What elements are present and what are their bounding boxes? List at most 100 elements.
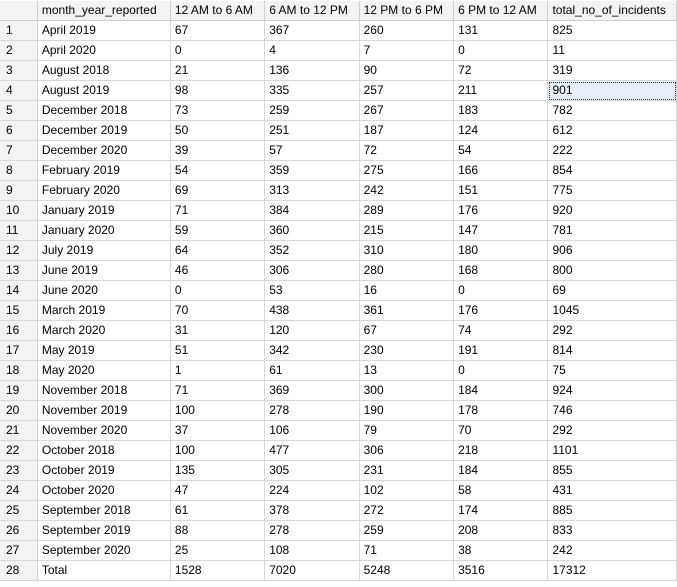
table-cell[interactable]: 131 (453, 20, 549, 41)
table-cell[interactable]: 781 (547, 220, 677, 241)
selected-cell[interactable]: 901 (547, 80, 677, 101)
table-cell[interactable]: 3516 (453, 560, 549, 581)
table-cell[interactable]: 108 (264, 540, 360, 561)
table-cell[interactable]: 833 (547, 520, 677, 541)
row-number[interactable]: 18 (0, 360, 38, 381)
table-cell[interactable]: December 2019 (37, 120, 171, 141)
table-cell[interactable]: 612 (547, 120, 677, 141)
table-cell[interactable]: 58 (453, 480, 549, 501)
table-cell[interactable]: 242 (547, 540, 677, 561)
table-cell[interactable]: 477 (264, 440, 360, 461)
corner-cell[interactable] (0, 1, 38, 21)
table-cell[interactable]: 222 (547, 140, 677, 161)
table-cell[interactable]: 47 (170, 480, 266, 501)
table-cell[interactable]: 57 (264, 140, 360, 161)
row-number[interactable]: 28 (0, 560, 38, 581)
table-cell[interactable]: 0 (170, 40, 266, 61)
table-cell[interactable]: 79 (359, 420, 455, 441)
row-number[interactable]: 10 (0, 200, 38, 221)
table-row[interactable]: 24 October 2020 47 224 102 58 431 (0, 480, 677, 501)
table-cell[interactable]: 215 (359, 220, 455, 241)
row-number[interactable]: 22 (0, 440, 38, 461)
table-cell[interactable]: 242 (359, 180, 455, 201)
table-cell[interactable]: 7 (359, 40, 455, 61)
table-cell[interactable]: April 2020 (37, 40, 171, 61)
table-cell[interactable]: December 2020 (37, 140, 171, 161)
column-header-total-no-of-incidents[interactable]: total_no_of_incidents (547, 1, 677, 21)
table-cell[interactable]: 438 (264, 300, 360, 321)
table-row[interactable]: 15 March 2019 70 438 361 176 1045 (0, 300, 677, 321)
table-cell[interactable]: 37 (170, 420, 266, 441)
table-cell[interactable]: 292 (547, 320, 677, 341)
table-cell[interactable]: 259 (264, 100, 360, 121)
table-cell[interactable]: 98 (170, 80, 266, 101)
table-row[interactable]: 26 September 2019 88 278 259 208 833 (0, 520, 677, 541)
table-cell[interactable]: 4 (264, 40, 360, 61)
table-cell[interactable]: 885 (547, 500, 677, 521)
row-number[interactable]: 3 (0, 60, 38, 81)
table-row[interactable]: 5 December 2018 73 259 267 183 782 (0, 100, 677, 121)
table-cell[interactable]: 431 (547, 480, 677, 501)
table-cell[interactable]: 73 (170, 100, 266, 121)
table-cell[interactable]: 906 (547, 240, 677, 261)
table-cell[interactable]: 342 (264, 340, 360, 361)
row-number[interactable]: 9 (0, 180, 38, 201)
table-cell[interactable]: 319 (547, 60, 677, 81)
table-cell[interactable]: April 2019 (37, 20, 171, 41)
table-cell[interactable]: 13 (359, 360, 455, 381)
table-cell[interactable]: 272 (359, 500, 455, 521)
row-number[interactable]: 14 (0, 280, 38, 301)
column-header-12pm-to-6pm[interactable]: 12 PM to 6 PM (359, 1, 455, 21)
table-cell[interactable]: 46 (170, 260, 266, 281)
row-number[interactable]: 19 (0, 380, 38, 401)
table-cell[interactable]: 191 (453, 340, 549, 361)
table-row[interactable]: 21 November 2020 37 106 79 70 292 (0, 420, 677, 441)
table-cell[interactable]: 70 (170, 300, 266, 321)
table-cell[interactable]: 124 (453, 120, 549, 141)
table-cell[interactable]: 71 (170, 380, 266, 401)
table-cell[interactable]: 259 (359, 520, 455, 541)
table-cell[interactable]: 224 (264, 480, 360, 501)
row-number[interactable]: 23 (0, 460, 38, 481)
table-cell[interactable]: 54 (453, 140, 549, 161)
table-cell[interactable]: February 2019 (37, 160, 171, 181)
row-number[interactable]: 15 (0, 300, 38, 321)
table-cell[interactable]: 51 (170, 340, 266, 361)
table-cell[interactable]: 305 (264, 460, 360, 481)
table-cell[interactable]: 1528 (170, 560, 266, 581)
table-cell[interactable]: 267 (359, 100, 455, 121)
table-cell[interactable]: 211 (453, 80, 549, 101)
table-cell[interactable]: November 2018 (37, 380, 171, 401)
table-row[interactable]: 13 June 2019 46 306 280 168 800 (0, 260, 677, 281)
table-cell[interactable]: 280 (359, 260, 455, 281)
table-cell[interactable]: March 2019 (37, 300, 171, 321)
table-row[interactable]: 18 May 2020 1 61 13 0 75 (0, 360, 677, 381)
table-cell[interactable]: 369 (264, 380, 360, 401)
table-cell[interactable]: December 2018 (37, 100, 171, 121)
row-number[interactable]: 11 (0, 220, 38, 241)
table-cell[interactable]: 231 (359, 460, 455, 481)
table-cell[interactable]: 136 (264, 60, 360, 81)
table-cell[interactable]: September 2019 (37, 520, 171, 541)
table-cell[interactable]: 1101 (547, 440, 677, 461)
table-cell[interactable]: 100 (170, 440, 266, 461)
table-cell[interactable]: 74 (453, 320, 549, 341)
table-cell[interactable]: October 2020 (37, 480, 171, 501)
table-cell[interactable]: 16 (359, 280, 455, 301)
table-row[interactable]: 27 September 2020 25 108 71 38 242 (0, 540, 677, 561)
table-cell[interactable]: August 2019 (37, 80, 171, 101)
row-number[interactable]: 7 (0, 140, 38, 161)
table-cell[interactable]: 120 (264, 320, 360, 341)
table-cell[interactable]: 230 (359, 340, 455, 361)
table-cell[interactable]: September 2020 (37, 540, 171, 561)
table-cell[interactable]: 924 (547, 380, 677, 401)
table-cell[interactable]: 359 (264, 160, 360, 181)
table-cell[interactable]: 61 (264, 360, 360, 381)
table-row[interactable]: 17 May 2019 51 342 230 191 814 (0, 340, 677, 361)
table-cell[interactable]: 178 (453, 400, 549, 421)
table-cell[interactable]: 11 (547, 40, 677, 61)
table-cell[interactable]: 306 (264, 260, 360, 281)
table-cell[interactable]: 183 (453, 100, 549, 121)
row-number[interactable]: 5 (0, 100, 38, 121)
table-cell[interactable]: 17312 (547, 560, 677, 581)
